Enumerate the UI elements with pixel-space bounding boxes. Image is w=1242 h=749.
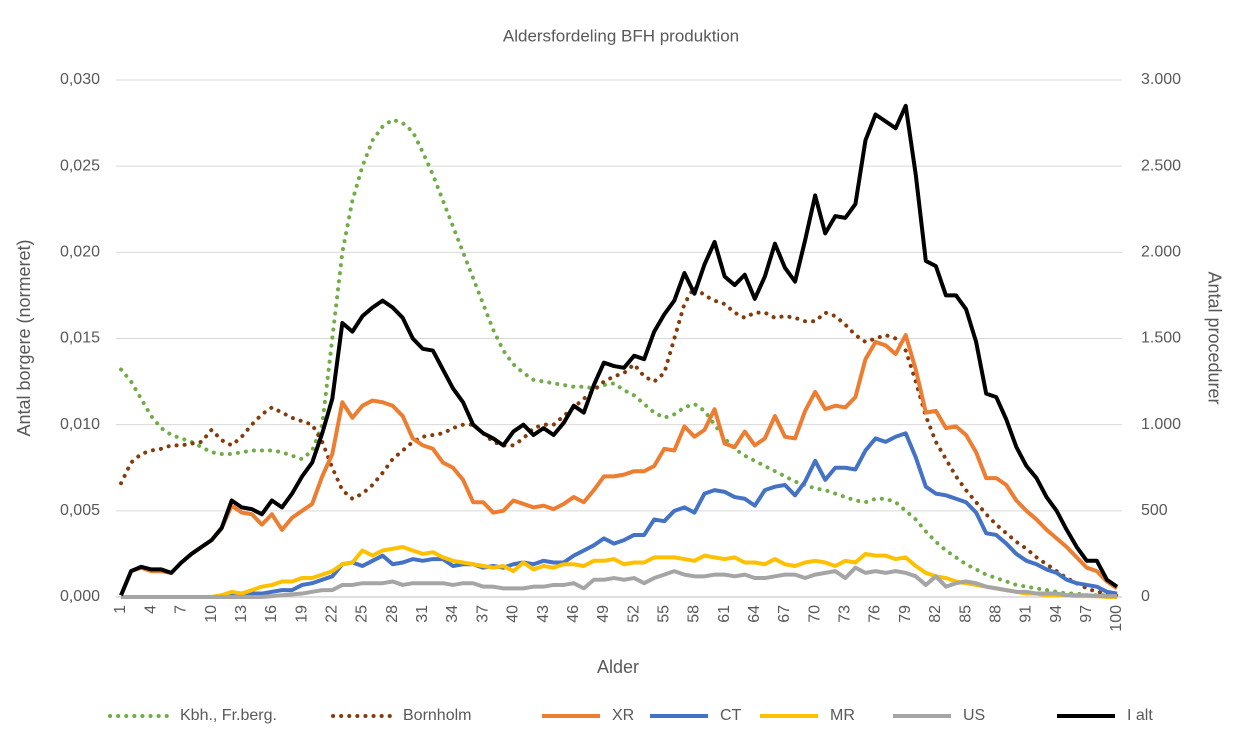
x-tick-label: 52	[625, 605, 642, 623]
x-tick-label: 16	[263, 605, 280, 623]
legend-label: MR	[830, 707, 855, 724]
x-tick-label: 49	[595, 605, 612, 623]
series-line	[121, 545, 1117, 599]
series-line	[119, 284, 1119, 598]
x-tick-label: 55	[655, 605, 672, 623]
x-tick-label: 64	[746, 605, 763, 623]
x-tick-label: 28	[384, 605, 401, 623]
x-tick-label: 85	[957, 605, 974, 623]
x-tick-label: 43	[535, 605, 552, 623]
legend-label: Kbh., Fr.berg.	[180, 707, 277, 724]
x-axis-label: Alder	[597, 657, 639, 677]
x-tick-label: 58	[686, 605, 703, 623]
y-tick-label: 0,000	[60, 588, 100, 605]
x-tick-label: 25	[354, 605, 371, 623]
y-tick-label: 0,025	[60, 157, 100, 174]
y2-tick-label: 0	[1141, 588, 1150, 605]
x-tick-label: 7	[173, 605, 190, 614]
legend-label: CT	[720, 707, 742, 724]
x-tick-label: 37	[474, 605, 491, 623]
x-tick-label: 10	[203, 605, 220, 623]
chart-title: Aldersfordeling BFH produktion	[503, 26, 739, 45]
x-tick-label: 88	[987, 605, 1004, 623]
x-tick-label: 97	[1078, 605, 1095, 623]
x-tick-label: 1	[112, 605, 129, 614]
x-tick-label: 22	[324, 605, 341, 623]
x-tick-label: 91	[1018, 605, 1035, 623]
y2-tick-label: 2.000	[1141, 244, 1181, 261]
legend-label: US	[963, 707, 985, 724]
y2-tick-label: 1.500	[1141, 330, 1181, 347]
x-tick-label: 82	[927, 605, 944, 623]
y2-tick-label: 3.000	[1141, 71, 1181, 88]
x-tick-label: 4	[142, 605, 159, 614]
series-line	[121, 565, 1117, 599]
x-tick-label: 13	[233, 605, 250, 623]
legend-label: Bornholm	[403, 707, 471, 724]
x-tick-label: 70	[806, 605, 823, 623]
x-tick-label: 100	[1108, 605, 1125, 632]
y2-tick-label: 500	[1141, 502, 1168, 519]
y-tick-label: 0,030	[60, 71, 100, 88]
y-tick-label: 0,015	[60, 330, 100, 347]
legend-label: I alt	[1127, 707, 1153, 724]
x-tick-label: 79	[897, 605, 914, 623]
legend-label: XR	[612, 707, 634, 724]
y-tick-label: 0,010	[60, 416, 100, 433]
y-tick-label: 0,020	[60, 244, 100, 261]
x-tick-label: 67	[776, 605, 793, 623]
series-line	[119, 333, 1119, 597]
series-line	[119, 103, 1119, 597]
x-tick-label: 31	[414, 605, 431, 623]
x-tick-label: 34	[444, 605, 461, 623]
y2-tick-label: 2.500	[1141, 157, 1181, 174]
x-tick-label: 61	[716, 605, 733, 623]
series-line	[121, 431, 1118, 599]
x-tick-label: 73	[837, 605, 854, 623]
x-tick-label: 76	[867, 605, 884, 623]
x-tick-label: 94	[1048, 605, 1065, 623]
y-tick-label: 0,005	[60, 502, 100, 519]
y2-tick-label: 1.000	[1141, 416, 1181, 433]
x-tick-label: 46	[565, 605, 582, 623]
x-tick-label: 40	[505, 605, 522, 623]
y2-axis-label: Antal procedurer	[1204, 271, 1224, 404]
x-tick-label: 19	[293, 605, 310, 623]
series-line	[119, 117, 1119, 599]
y-axis-label: Antal borgere (normeret)	[14, 239, 34, 436]
